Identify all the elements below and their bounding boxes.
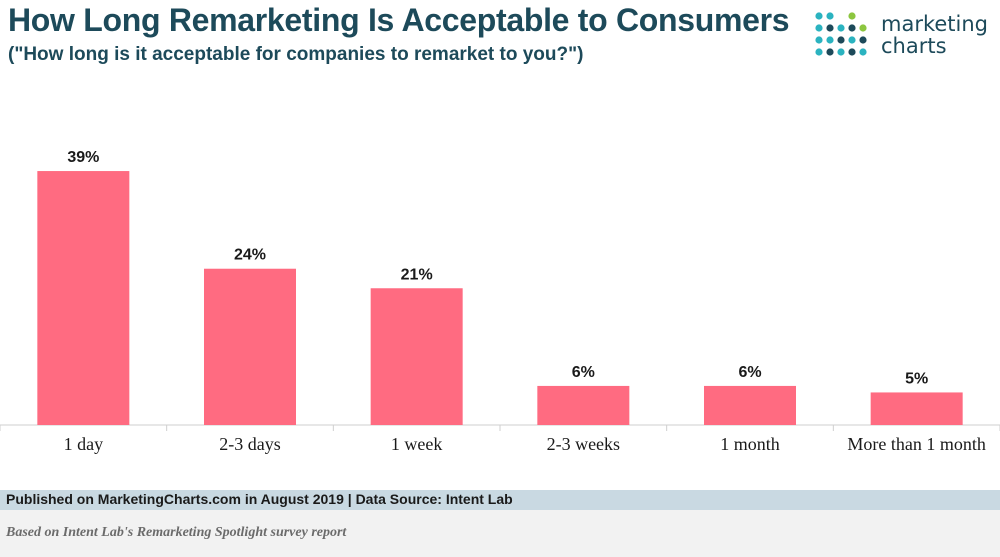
logo-text-line1: marketing bbox=[881, 12, 988, 36]
bar-value-label: 5% bbox=[905, 370, 928, 387]
bar bbox=[870, 392, 963, 425]
logo-dot bbox=[826, 48, 834, 56]
logo-dot bbox=[815, 36, 823, 44]
category-label: 1 month bbox=[720, 434, 780, 454]
category-label: 2-3 weeks bbox=[547, 434, 620, 454]
logo-dot bbox=[815, 24, 823, 32]
bar-value-label: 24% bbox=[234, 247, 266, 264]
bar-chart: 39% 1 day 24% 2-3 days 21% 1 week 6% 2-3 weeks 6… bbox=[0, 149, 1000, 454]
logo-dot bbox=[859, 48, 867, 56]
bar bbox=[370, 288, 463, 425]
logo-dot bbox=[815, 48, 823, 56]
logo-dot bbox=[826, 36, 834, 44]
chart-subtitle: ("How long is it acceptable for companie… bbox=[8, 44, 584, 65]
logo-dot bbox=[848, 48, 856, 56]
logo-dot bbox=[837, 48, 845, 56]
bar-value-label: 39% bbox=[67, 149, 99, 166]
logo-dot bbox=[848, 24, 856, 32]
bar-value-label: 21% bbox=[401, 266, 433, 283]
footer-bar: Published on MarketingCharts.com in Augu… bbox=[0, 490, 1000, 510]
bar-value-label: 6% bbox=[738, 364, 761, 381]
chart-title: How Long Remarketing Is Acceptable to Co… bbox=[8, 2, 790, 38]
logo-dot bbox=[848, 36, 856, 44]
logo-dot bbox=[848, 12, 856, 20]
logo-dot bbox=[815, 12, 823, 20]
bar bbox=[537, 385, 630, 425]
footer-published: Published on MarketingCharts.com in Augu… bbox=[6, 491, 513, 507]
logo-dots-icon bbox=[815, 12, 867, 56]
bar bbox=[704, 385, 796, 425]
marketingcharts-logo: marketing charts bbox=[814, 10, 994, 60]
bar bbox=[204, 268, 296, 425]
logo-dot bbox=[837, 24, 845, 32]
bar bbox=[37, 171, 130, 425]
category-label: 1 week bbox=[391, 434, 442, 454]
logo-text-line2: charts bbox=[881, 34, 947, 58]
logo-dot bbox=[859, 24, 867, 32]
logo-dot bbox=[826, 12, 834, 20]
category-label: 1 day bbox=[64, 434, 104, 454]
logo-dot bbox=[826, 24, 834, 32]
footer-note-area: Based on Intent Lab's Remarketing Spotli… bbox=[0, 510, 1000, 557]
logo-dot bbox=[859, 36, 867, 44]
category-label: More than 1 month bbox=[847, 434, 985, 454]
logo-text: marketing charts bbox=[881, 13, 988, 57]
category-label: 2-3 days bbox=[219, 434, 281, 454]
bar-value-label: 6% bbox=[572, 364, 595, 381]
footer-note: Based on Intent Lab's Remarketing Spotli… bbox=[6, 525, 347, 540]
logo-dot bbox=[837, 36, 845, 44]
